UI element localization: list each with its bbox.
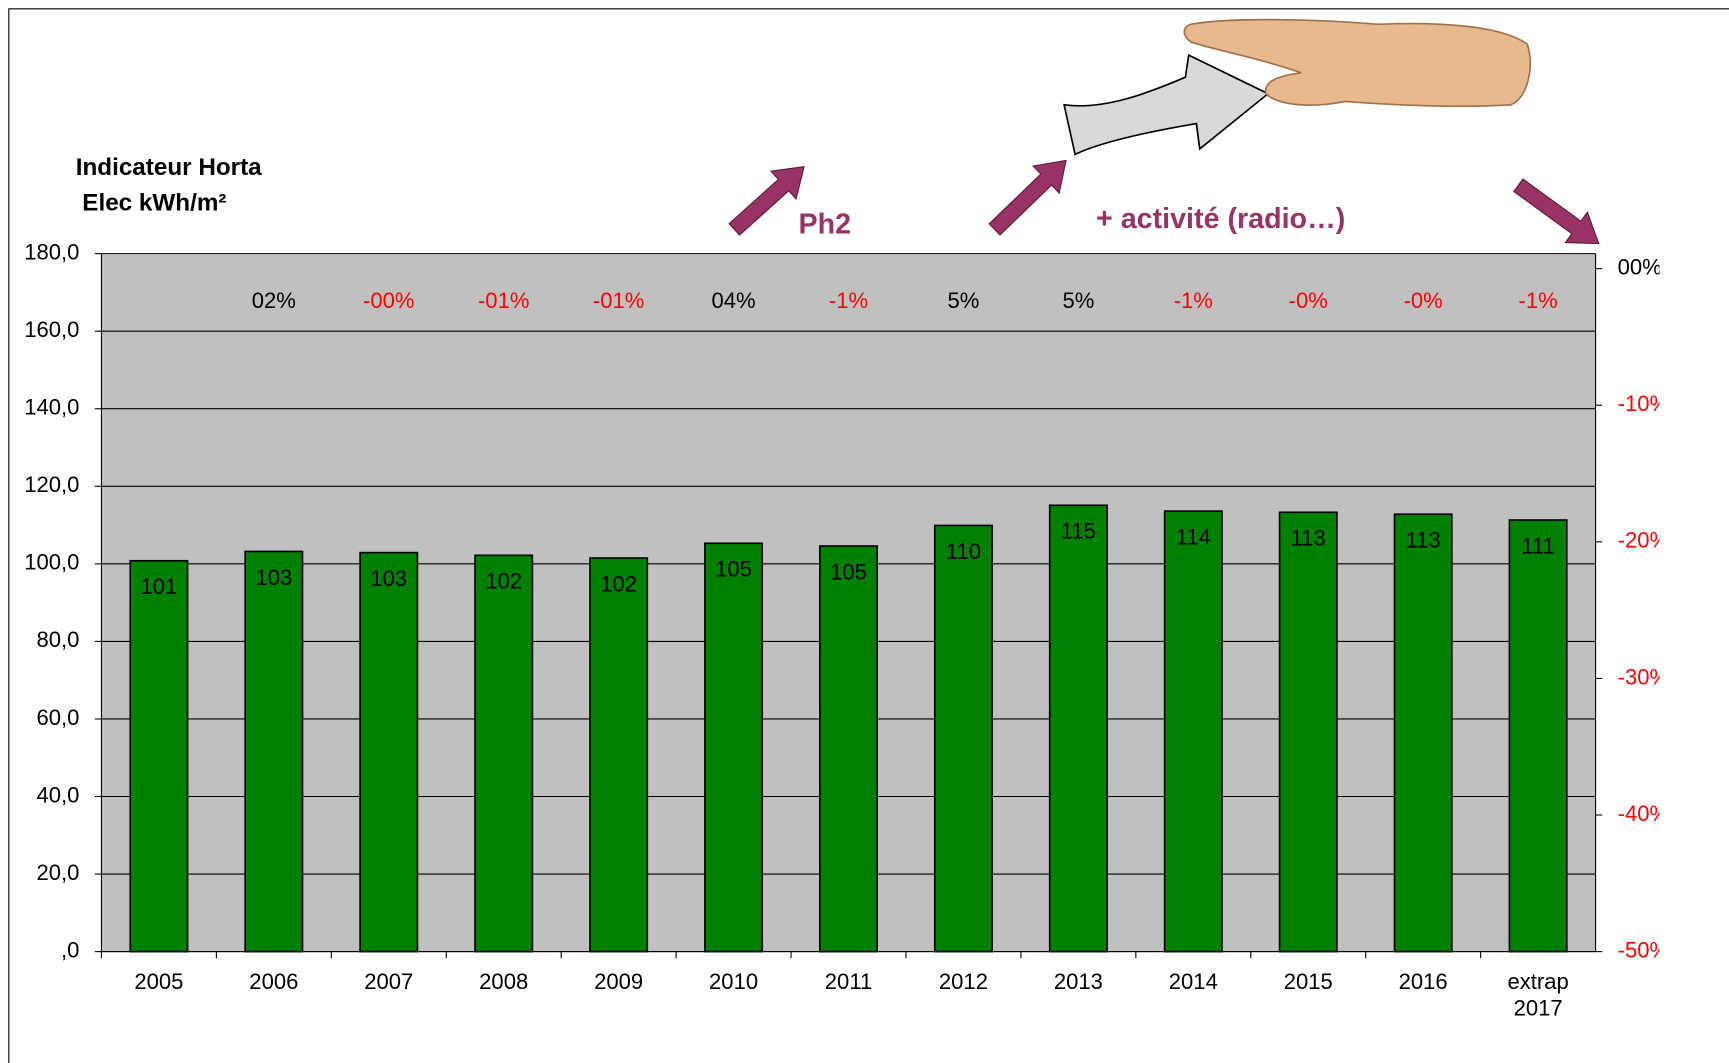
value-label: 111 (1521, 533, 1555, 558)
x-tick-label: 2005 (120, 969, 197, 995)
bar (245, 551, 302, 951)
title-line: Elec kWh/m² (82, 189, 226, 216)
x-tick-label: 2015 (1270, 969, 1347, 995)
y-tick-label: 60,0 (36, 705, 79, 730)
bar (590, 558, 647, 952)
bar (130, 561, 187, 952)
change-label: -1% (1519, 288, 1558, 313)
x-tick-label-box: 2006 (224, 969, 323, 1035)
x-tick-label-box: 2015 (1259, 969, 1358, 1035)
title-line: Indicateur Horta (76, 154, 262, 181)
value-label: 103 (370, 566, 407, 591)
x-tick-label-box: 2016 (1374, 969, 1473, 1035)
change-label: -01% (593, 288, 644, 313)
y-tick-label: 160,0 (24, 317, 79, 342)
change-label: -01% (478, 288, 529, 313)
value-label: 105 (715, 557, 752, 582)
bar (820, 546, 877, 952)
x-tick-label: 2008 (465, 969, 542, 995)
value-label: 105 (830, 559, 867, 584)
x-tick-label: 2010 (695, 969, 772, 995)
x-tick-label-box: 2010 (684, 969, 783, 1035)
x-tick-label-box: 2013 (1029, 969, 1128, 1035)
bar (1280, 512, 1337, 951)
y-tick-label: 40,0 (36, 782, 79, 807)
x-tick-label-box: 2011 (799, 969, 898, 1035)
change-label: -1% (1174, 288, 1213, 313)
y-tick-label: 100,0 (24, 550, 79, 575)
x-tick-label: 2012 (925, 969, 1002, 995)
x-tick-label-box: 2005 (109, 969, 208, 1035)
annotation: Ph2 (799, 209, 852, 241)
x-tick-label-box: 2014 (1144, 969, 1243, 1035)
y-tick-label: 140,0 (24, 395, 79, 420)
value-label: 102 (600, 571, 637, 596)
x-tick-label: extrap 2017 (1500, 969, 1577, 1022)
bar (475, 555, 532, 951)
bar (935, 525, 992, 951)
value-label: 101 (141, 574, 178, 599)
annotation: + activité (radio…) (1096, 203, 1345, 235)
change-label: 5% (948, 288, 980, 313)
x-tick-label: 2016 (1385, 969, 1462, 995)
value-label: 103 (255, 565, 292, 590)
y-tick-label: 120,0 (24, 472, 79, 497)
x-tick-label: 2011 (810, 969, 887, 995)
chart: Indicateur Horta Elec kWh/m² Ph2 + activ… (0, 0, 1729, 1063)
value-label: 102 (485, 569, 522, 594)
x-tick-label: 2014 (1155, 969, 1232, 995)
bar (1050, 505, 1107, 951)
y-tick-label: ,0 (61, 937, 79, 962)
change-label: -0% (1289, 288, 1328, 313)
change-label: -1% (829, 288, 868, 313)
y-tick-label: 180,0 (24, 239, 79, 264)
x-tick-label: 2007 (350, 969, 427, 995)
bar (1165, 511, 1222, 952)
x-tick-label-box: 2007 (339, 969, 438, 1035)
bar (705, 543, 762, 951)
value-label: 110 (946, 539, 981, 564)
value-label: 113 (1291, 526, 1326, 551)
y-tick-label: 80,0 (36, 627, 79, 652)
x-tick-label-box: 2012 (914, 969, 1013, 1035)
value-label: 113 (1406, 528, 1441, 553)
change-label: 5% (1062, 288, 1094, 313)
change-label: -00% (363, 288, 414, 313)
x-tick-label-box: 2008 (454, 969, 553, 1035)
change-label: 02% (252, 288, 296, 313)
bar (360, 553, 417, 952)
x-tick-label-box: 2009 (569, 969, 668, 1035)
x-tick-label: 2013 (1040, 969, 1117, 995)
y-tick-label: 20,0 (36, 860, 79, 885)
value-label: 115 (1061, 519, 1096, 544)
y2-tick-label: 00% (1618, 254, 1662, 279)
x-tick-label: 2009 (580, 969, 657, 995)
bar (1509, 520, 1566, 952)
x-tick-label: 2006 (235, 969, 312, 995)
page: {"chart_data": { "type": "bar", "title":… (0, 0, 1729, 1063)
x-tick-label-box: extrap 2017 (1488, 969, 1587, 1035)
change-label: -0% (1404, 288, 1443, 313)
value-label: 114 (1176, 525, 1211, 550)
bar (1395, 514, 1452, 951)
change-label: 04% (712, 288, 756, 313)
